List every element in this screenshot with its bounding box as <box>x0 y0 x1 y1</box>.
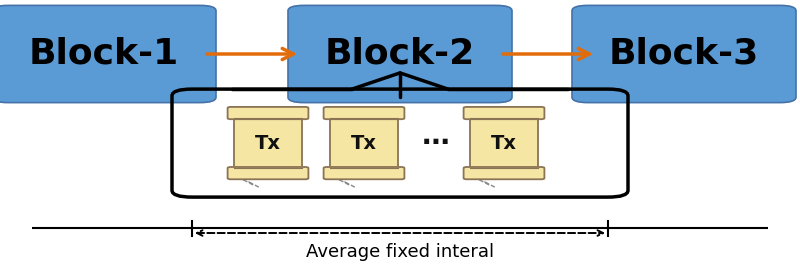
Text: Tx: Tx <box>351 134 377 153</box>
FancyBboxPatch shape <box>228 167 309 179</box>
FancyBboxPatch shape <box>288 5 512 103</box>
Text: Block-3: Block-3 <box>609 37 759 71</box>
FancyBboxPatch shape <box>0 5 216 103</box>
FancyBboxPatch shape <box>323 167 405 179</box>
Text: Tx: Tx <box>491 134 517 153</box>
Text: Block-2: Block-2 <box>325 37 475 71</box>
FancyBboxPatch shape <box>464 107 544 119</box>
Text: Block-1: Block-1 <box>29 37 179 71</box>
FancyBboxPatch shape <box>330 109 398 177</box>
Text: ⋯: ⋯ <box>422 129 450 157</box>
Text: Average fixed interal: Average fixed interal <box>306 242 494 261</box>
FancyBboxPatch shape <box>323 107 405 119</box>
FancyBboxPatch shape <box>464 167 544 179</box>
FancyBboxPatch shape <box>234 109 302 177</box>
Text: Tx: Tx <box>255 134 281 153</box>
FancyBboxPatch shape <box>228 107 309 119</box>
FancyBboxPatch shape <box>572 5 796 103</box>
FancyBboxPatch shape <box>470 109 538 177</box>
